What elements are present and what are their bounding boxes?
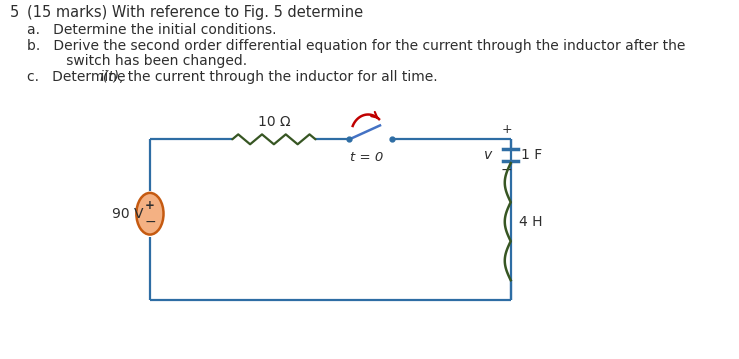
Text: switch has been changed.: switch has been changed. bbox=[41, 54, 248, 68]
Text: a.   Determine the initial conditions.: a. Determine the initial conditions. bbox=[27, 23, 276, 37]
Text: t = 0: t = 0 bbox=[350, 151, 383, 164]
Text: v: v bbox=[484, 148, 492, 162]
Text: , the current through the inductor for all time.: , the current through the inductor for a… bbox=[118, 70, 437, 84]
Text: 1 F: 1 F bbox=[521, 148, 542, 162]
Text: 90 V: 90 V bbox=[112, 207, 143, 221]
Text: +: + bbox=[145, 199, 155, 212]
Text: +: + bbox=[501, 123, 512, 136]
Text: −: − bbox=[500, 163, 512, 177]
Text: −: − bbox=[144, 215, 156, 229]
Text: 10 Ω: 10 Ω bbox=[258, 115, 290, 129]
Ellipse shape bbox=[137, 193, 163, 234]
Text: 5: 5 bbox=[10, 5, 19, 20]
Text: b.   Derive the second order differential equation for the current through the i: b. Derive the second order differential … bbox=[27, 39, 685, 53]
Text: i(t): i(t) bbox=[100, 70, 120, 84]
Text: 4 H: 4 H bbox=[520, 215, 542, 229]
Text: (15 marks) With reference to Fig. 5 determine: (15 marks) With reference to Fig. 5 dete… bbox=[27, 5, 363, 20]
Text: c.   Determine: c. Determine bbox=[27, 70, 130, 84]
